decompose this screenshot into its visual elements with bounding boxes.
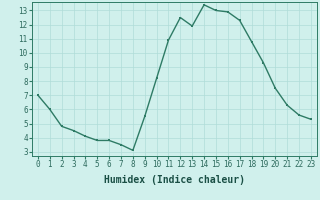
X-axis label: Humidex (Indice chaleur): Humidex (Indice chaleur) <box>104 175 245 185</box>
